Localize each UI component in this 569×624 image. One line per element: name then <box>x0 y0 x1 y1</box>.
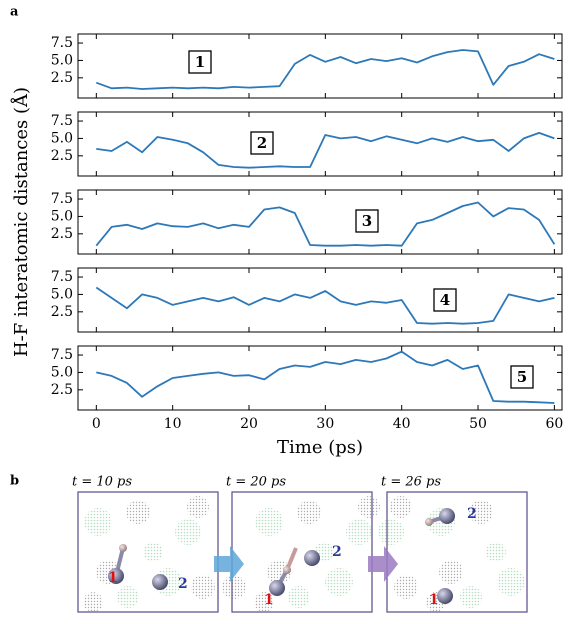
background-atom <box>191 575 215 599</box>
x-tick-label: 10 <box>164 416 182 432</box>
y-tick-label: 7.5 <box>51 347 73 363</box>
x-tick-label: 30 <box>316 416 334 432</box>
annotation-box <box>510 365 534 389</box>
annotation-box <box>250 131 274 155</box>
background-atom <box>358 496 380 518</box>
snapshots: t = 10 ps 1 2 t = 20 ps 1 2 t = 26 ps 1 2 <box>72 475 528 613</box>
atom-label: 1 <box>108 570 118 586</box>
y-tick-label: 2.5 <box>51 70 73 86</box>
background-atom <box>83 592 103 612</box>
y-tick-label: 2.5 <box>51 148 73 164</box>
y-tick-label: 2.5 <box>51 226 73 242</box>
fluorine-atom <box>304 550 320 566</box>
y-tick-label: 7.5 <box>51 113 73 129</box>
y-tick-label: 2.5 <box>51 304 73 320</box>
background-atom <box>497 568 525 596</box>
plot-frame <box>77 189 563 255</box>
fluorine-atom <box>269 580 285 596</box>
annotation: 2 <box>257 134 267 152</box>
y-tick-label: 2.5 <box>51 382 73 398</box>
y-axis-label: H-F interatomic distances (Å) <box>10 87 32 357</box>
x-tick-label: 40 <box>393 416 411 432</box>
annotation-box <box>188 50 212 74</box>
y-tick-label: 5.0 <box>51 208 73 224</box>
transition-arrow <box>368 546 398 582</box>
data-line <box>95 201 556 247</box>
background-atom <box>486 542 506 562</box>
hydrogen-atom <box>283 566 291 574</box>
plot-frame <box>77 345 563 411</box>
snapshot-time: t = 20 ps <box>226 475 286 490</box>
annotation: 1 <box>195 53 205 71</box>
annotation: 4 <box>440 291 450 309</box>
annotation: 3 <box>362 212 372 230</box>
annotation-box <box>433 288 457 312</box>
plot-frame <box>77 111 563 177</box>
background-atom <box>288 586 310 608</box>
background-atom <box>267 560 291 584</box>
x-tick-label: 60 <box>545 416 563 432</box>
panel-label: a <box>10 5 19 20</box>
annotation-box <box>355 209 379 233</box>
background-atom <box>126 500 150 524</box>
fluorine-atom <box>108 568 124 584</box>
atom-label: 1 <box>264 592 274 608</box>
data-line <box>95 286 555 325</box>
plot-frame <box>77 33 563 99</box>
background-atom <box>143 542 163 562</box>
atom-label: 2 <box>178 576 188 592</box>
fluorine-atom <box>152 574 168 590</box>
x-axis-label: Time (ps) <box>277 437 363 458</box>
background-atom <box>439 560 463 584</box>
background-atom <box>325 568 353 596</box>
atom-label: 2 <box>467 506 477 522</box>
background-atom <box>378 519 404 545</box>
hydrogen-atom <box>119 544 127 552</box>
snapshot-time: t = 26 ps <box>381 475 441 490</box>
background-atom <box>84 508 112 536</box>
fluorine-atom <box>437 588 453 604</box>
y-tick-label: 7.5 <box>51 269 73 285</box>
plot-frame <box>77 267 563 333</box>
background-atom <box>187 496 209 518</box>
data-line <box>95 49 555 90</box>
transition-arrow <box>214 546 244 582</box>
background-atom <box>297 500 321 524</box>
snapshot-time: t = 10 ps <box>72 475 132 490</box>
background-atom <box>394 575 418 599</box>
x-tick-label: 50 <box>469 416 487 432</box>
background-atom <box>469 500 493 524</box>
background-atom <box>460 586 482 608</box>
x-tick-label: 20 <box>240 416 258 432</box>
background-atom <box>117 586 139 608</box>
y-tick-label: 7.5 <box>51 191 73 207</box>
data-line <box>96 350 555 404</box>
annotation: 5 <box>517 368 527 386</box>
background-atom <box>222 575 246 599</box>
atom-label: 1 <box>429 592 439 608</box>
y-tick-label: 5.0 <box>51 52 73 68</box>
y-tick-label: 5.0 <box>51 130 73 146</box>
background-atom <box>346 519 372 545</box>
atom-label: 2 <box>332 544 342 560</box>
hydrogen-atom <box>425 518 433 526</box>
panel-label: b <box>10 474 19 489</box>
y-tick-label: 5.0 <box>51 286 73 302</box>
data-line <box>96 132 555 169</box>
y-tick-label: 5.0 <box>51 364 73 380</box>
x-tick-label: 0 <box>92 416 101 432</box>
background-atom <box>175 519 201 545</box>
fluorine-atom <box>439 508 455 524</box>
y-tick-label: 7.5 <box>51 35 73 51</box>
background-atom <box>254 592 274 612</box>
background-atom <box>255 508 283 536</box>
background-atom <box>390 496 412 518</box>
